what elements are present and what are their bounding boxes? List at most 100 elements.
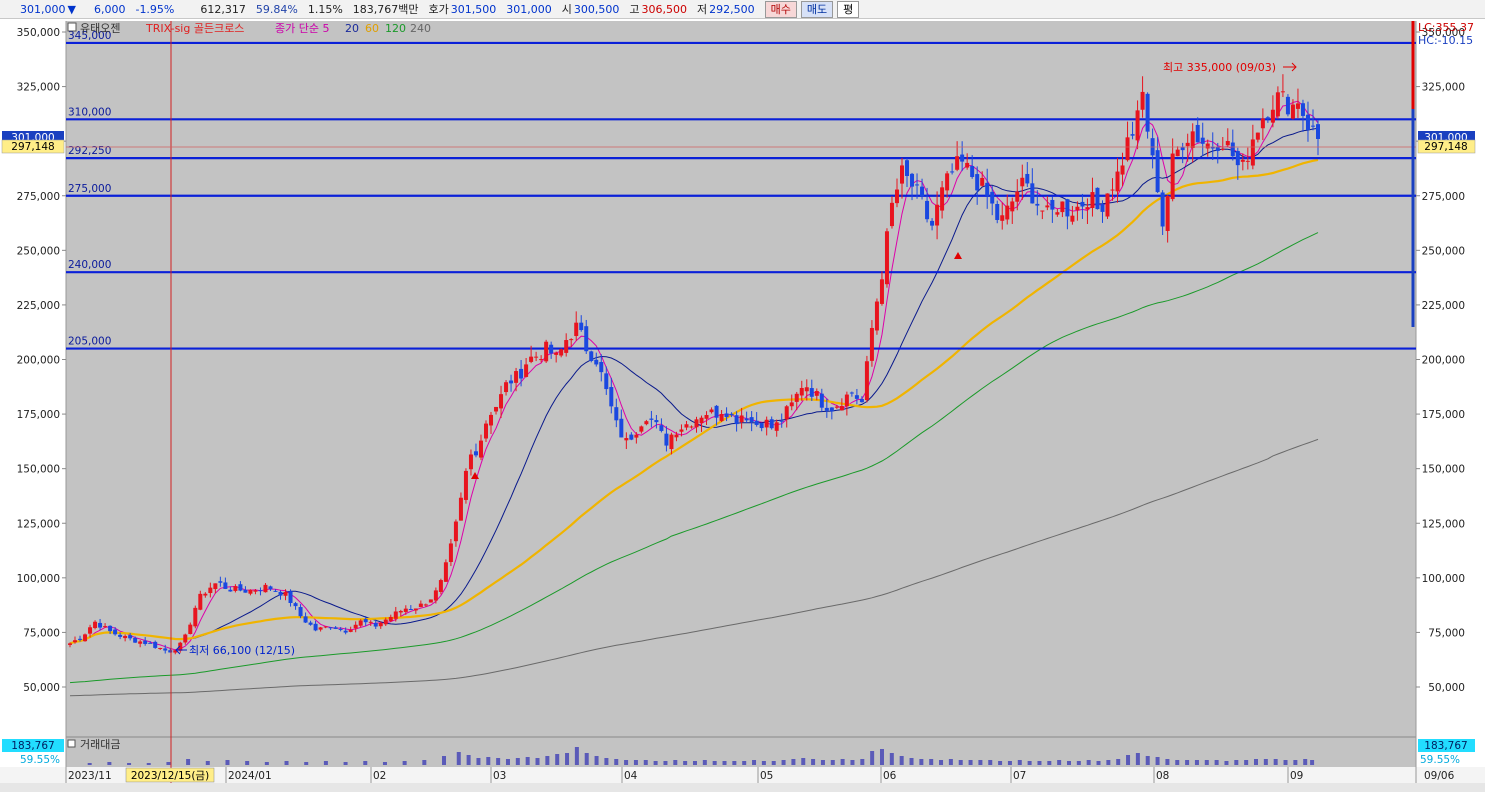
candle-body <box>1135 110 1140 141</box>
candle-body <box>383 619 388 625</box>
volume-bar <box>146 763 151 765</box>
volume-bar <box>1007 761 1012 765</box>
cursor-date-badge <box>125 767 215 783</box>
y-tick-label: 275,000 <box>17 191 60 203</box>
candle-body <box>273 590 278 592</box>
candle-body <box>699 417 704 424</box>
volume-bar <box>791 759 796 765</box>
volume-bar <box>284 761 289 765</box>
hc-value: HC:-10.15 <box>1418 34 1473 47</box>
candle-body <box>98 622 103 628</box>
candle-body <box>774 422 779 431</box>
candle-body <box>779 420 784 422</box>
sell-button[interactable]: 매도 <box>800 0 834 18</box>
candle-body <box>1195 124 1200 143</box>
volume-bar <box>456 752 461 765</box>
volume-bar <box>624 760 629 765</box>
buy-button[interactable]: 매수 <box>764 0 797 18</box>
high-annotation: 최고 335,000 (09/03) <box>1163 61 1276 74</box>
volume-bar <box>850 760 855 765</box>
volume-bar <box>594 756 599 765</box>
candle-body <box>1185 142 1190 147</box>
candle-body <box>1045 205 1050 208</box>
candle-body <box>373 622 378 627</box>
cursor-price-badge-left <box>1 139 65 154</box>
volume-bar <box>939 760 944 765</box>
candle-body <box>844 394 849 407</box>
candle-body <box>1085 207 1090 210</box>
candle-body <box>378 622 383 627</box>
high-value: 306,500 <box>641 2 688 16</box>
candle-body <box>889 202 894 227</box>
volume-bar <box>899 756 904 765</box>
candle-body <box>849 392 854 394</box>
volume-bar <box>304 762 309 765</box>
volume-badge-right <box>1418 739 1475 752</box>
volume-bar <box>1057 760 1062 765</box>
volume-bar <box>840 759 845 765</box>
candle-body <box>1305 114 1310 131</box>
volume-menu-icon[interactable] <box>67 739 76 748</box>
legend-ma120[interactable]: 120 <box>385 22 406 35</box>
candle-body <box>1155 150 1160 193</box>
x-tick-label: 02 <box>373 770 386 782</box>
candle-body <box>879 279 884 304</box>
candle-body <box>298 607 303 617</box>
volume-bar <box>1293 760 1298 765</box>
candle-body <box>1130 134 1135 136</box>
candle-body <box>980 177 985 186</box>
candle-body <box>549 344 554 354</box>
volume-bar <box>1126 755 1131 765</box>
volume-bar <box>535 758 540 765</box>
candle-body <box>869 327 874 361</box>
volume-bar <box>978 760 983 765</box>
candle-body <box>1310 125 1315 127</box>
y-tick-label: 200,000 <box>17 355 60 367</box>
candle-body <box>1270 109 1275 123</box>
candle-body <box>293 603 298 607</box>
candle-body <box>388 616 393 622</box>
volume-bar <box>1214 760 1219 765</box>
candle-body <box>985 182 990 196</box>
candle-body <box>494 406 499 412</box>
x-tick-label: 06 <box>883 770 897 782</box>
candle-body <box>1065 199 1070 217</box>
candle-body <box>218 581 223 583</box>
candle-body <box>413 608 418 611</box>
volume-bar <box>752 760 757 765</box>
support-lines[interactable]: 345,000 310,000 292,250 275,000 240,000 205,0… <box>66 30 1416 350</box>
legend-ma20[interactable]: 20 <box>345 22 359 35</box>
flat-button[interactable]: 평 <box>837 0 860 18</box>
volume-bar <box>1244 760 1249 765</box>
volume-plot-area[interactable] <box>66 737 1416 767</box>
candle-body <box>153 641 158 648</box>
volume-bar <box>402 761 407 765</box>
volume-bars <box>87 747 1315 765</box>
candle-body <box>574 322 579 337</box>
legend-ma60[interactable]: 60 <box>365 22 379 35</box>
candle-body <box>509 380 514 384</box>
chart-menu-icon[interactable] <box>67 22 77 32</box>
candle-body <box>403 608 408 612</box>
volume-pct-left: 59.55% <box>20 754 60 766</box>
candle-body <box>819 393 824 408</box>
candle-body <box>719 414 724 421</box>
legend-trix[interactable]: TRIX-sig 골든크로스 <box>145 22 244 35</box>
stock-chart[interactable]: 350,000325,000300,000275,000250,000225,0… <box>0 19 1485 792</box>
legend-ma240[interactable]: 240 <box>410 22 431 35</box>
volume-bar <box>1047 761 1052 765</box>
candle-body <box>128 635 133 639</box>
price-plot-area[interactable] <box>66 21 1416 737</box>
legend-ma-title[interactable]: 종가 단순 5 <box>275 22 329 35</box>
volume-bar <box>732 761 737 765</box>
y-tick-label: 50,000 <box>1428 682 1465 694</box>
candle-body <box>619 418 624 438</box>
candle-body <box>398 610 403 613</box>
volume-bar <box>1135 753 1140 765</box>
candle-body <box>363 619 368 623</box>
volume-bar <box>604 758 609 765</box>
candle-body <box>529 356 534 362</box>
candle-body <box>714 405 719 418</box>
candle-body <box>1180 147 1185 151</box>
candle-body <box>278 591 283 596</box>
